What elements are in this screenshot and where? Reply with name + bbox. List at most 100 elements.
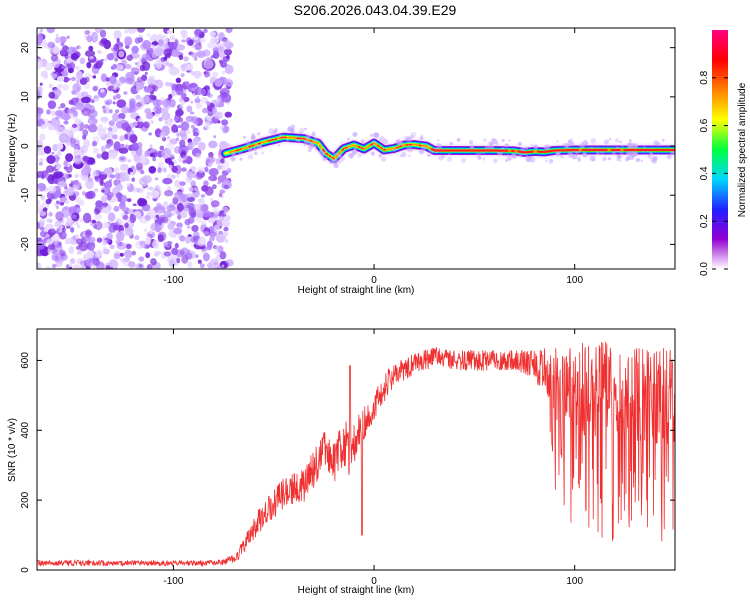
noise-speckle: [202, 252, 210, 262]
ridge-core-segment: [254, 143, 258, 146]
noise-speckle: [224, 48, 232, 56]
noise-speckle: [117, 113, 126, 120]
noise-speckle: [149, 144, 153, 149]
noise-speckle: [180, 103, 184, 108]
ridge-halo-speckle: [604, 139, 609, 145]
ridge-halo-speckle: [504, 143, 509, 148]
noise-speckle: [164, 148, 172, 156]
noise-speckle: [48, 211, 53, 217]
noise-speckle: [148, 94, 157, 100]
noise-speckle: [193, 36, 199, 41]
noise-speckle: [150, 119, 155, 124]
noise-speckle: [48, 125, 55, 131]
ridge-halo-speckle: [419, 136, 424, 141]
noise-speckle: [173, 227, 183, 235]
noise-speckle: [207, 262, 213, 269]
noise-speckle: [43, 145, 52, 154]
noise-speckle: [143, 121, 150, 129]
ridge-halo-speckle: [525, 156, 532, 163]
noise-speckle: [138, 256, 145, 262]
noise-speckle: [188, 216, 195, 224]
noise-speckle: [37, 90, 43, 99]
x-tick-label: -100: [163, 275, 183, 286]
noise-speckle: [119, 171, 130, 182]
noise-speckle: [169, 99, 176, 108]
noise-speckle: [72, 264, 81, 269]
ridge-halo-speckle: [261, 151, 265, 155]
ridge-core-segment: [357, 145, 361, 149]
y-tick-label: 20: [20, 42, 31, 54]
ridge-halo-speckle: [441, 155, 445, 159]
ridge-halo-speckle: [418, 149, 425, 155]
noise-speckle: [84, 164, 90, 170]
noise-speckle: [106, 131, 113, 139]
ridge-halo-speckle: [245, 140, 251, 146]
ridge-core-segment: [248, 145, 252, 148]
noise-speckle: [51, 228, 56, 232]
ridge-halo-speckle: [607, 157, 612, 161]
ridge-halo-speckle: [332, 158, 338, 165]
noise-speckle: [52, 264, 57, 268]
ridge-halo-speckle: [640, 159, 643, 162]
noise-speckle: [124, 77, 135, 85]
noise-speckle: [125, 229, 134, 237]
noise-speckle: [149, 35, 156, 42]
noise-speckle: [87, 109, 98, 119]
noise-speckle: [116, 99, 127, 108]
y-tick-label: 0: [20, 143, 31, 149]
ridge-halo-speckle: [635, 158, 640, 163]
ridge-halo-speckle: [482, 138, 487, 142]
noise-speckle: [204, 70, 210, 78]
noise-speckle: [78, 46, 82, 50]
noise-speckle: [61, 113, 71, 121]
y-tick-label: -20: [20, 237, 31, 252]
noise-speckle: [152, 151, 158, 157]
ridge-halo-speckle: [571, 153, 578, 160]
noise-speckle: [208, 168, 219, 177]
noise-speckle: [226, 46, 231, 51]
ridge-core-segment: [315, 141, 319, 145]
noise-speckle: [177, 124, 182, 129]
noise-speckle: [196, 50, 206, 58]
noise-speckle: [146, 264, 153, 269]
noise-speckle: [215, 158, 222, 165]
noise-speckle: [70, 76, 77, 82]
ridge-core-segment: [309, 139, 313, 142]
noise-speckle: [149, 242, 153, 248]
ridge-halo-speckle: [268, 128, 274, 134]
noise-speckle: [171, 174, 176, 179]
noise-speckle: [150, 222, 161, 232]
ridge-halo-speckle: [628, 157, 631, 161]
ridge-halo-speckle: [352, 149, 358, 155]
noise-speckle: [104, 58, 107, 62]
noise-speckle: [100, 73, 107, 83]
ridge-core-segment: [325, 152, 329, 156]
noise-speckle: [167, 214, 173, 218]
noise-speckle: [67, 67, 74, 74]
ridge-halo-speckle: [457, 137, 461, 142]
noise-speckle: [91, 31, 99, 43]
noise-speckle: [194, 42, 202, 51]
ridge-halo-speckle: [346, 137, 350, 141]
noise-speckle: [75, 238, 83, 245]
ridge-halo-speckle: [475, 151, 481, 157]
noise-speckle: [165, 61, 170, 66]
ridge-halo-speckle: [650, 155, 657, 162]
noise-speckle: [221, 160, 230, 172]
noise-speckle: [179, 139, 186, 147]
ridge-halo-speckle: [231, 156, 236, 161]
noise-speckle: [79, 218, 84, 223]
noise-speckle: [204, 186, 214, 196]
noise-speckle: [117, 192, 121, 197]
noise-speckle: [56, 228, 60, 232]
noise-speckle: [167, 223, 175, 230]
noise-speckle: [176, 202, 184, 212]
noise-speckle: [135, 94, 141, 100]
noise-speckle: [42, 207, 48, 212]
noise-speckle: [131, 52, 140, 59]
noise-speckle: [183, 56, 189, 62]
ridge-halo-speckle: [247, 147, 253, 153]
noise-speckle: [79, 57, 86, 65]
noise-speckle: [53, 190, 62, 198]
noise-speckle: [213, 224, 221, 233]
